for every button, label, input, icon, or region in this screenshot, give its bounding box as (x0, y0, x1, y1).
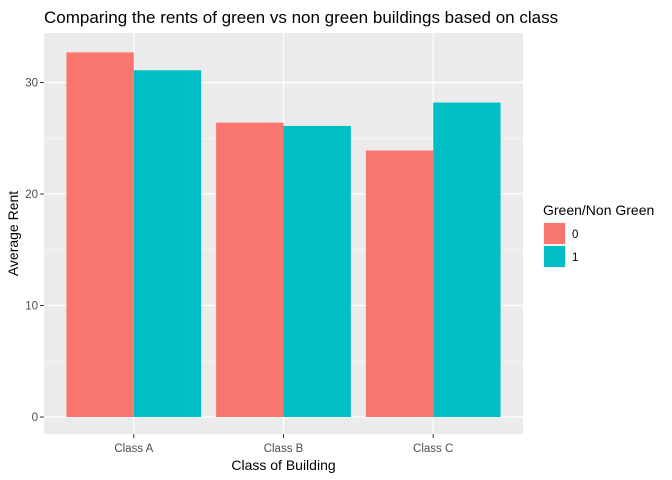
y-axis-title: Average Rent (5, 191, 21, 276)
legend-title: Green/Non Green (543, 202, 654, 218)
legend-swatch-0 (544, 223, 565, 244)
x-tick-label: Class B (264, 443, 304, 455)
chart-title: Comparing the rents of green vs non gree… (44, 8, 558, 27)
y-tick-label: 30 (25, 78, 38, 90)
y-tick-label: 20 (25, 189, 38, 201)
x-axis-ticks: Class A Class B Class C (114, 434, 453, 455)
legend-items: 01 (543, 222, 578, 268)
y-axis-ticks: 0 10 20 30 (25, 78, 44, 424)
bar-class-c-series-1 (433, 102, 501, 417)
bar-class-b-series-0 (216, 122, 284, 417)
bars (66, 52, 501, 418)
bar-class-b-series-1 (283, 125, 351, 418)
x-tick-label: Class C (413, 443, 453, 455)
x-tick-label: Class A (114, 443, 153, 455)
bar-class-a-series-0 (66, 52, 134, 418)
bar-class-c-series-0 (365, 150, 434, 417)
legend-swatch-1 (544, 246, 565, 267)
x-axis-title: Class of Building (231, 457, 335, 473)
y-tick-label: 0 (32, 412, 38, 424)
legend-label-0: 0 (572, 229, 578, 241)
y-tick-label: 10 (25, 301, 38, 313)
bar-class-a-series-1 (133, 70, 202, 418)
legend-label-1: 1 (572, 252, 578, 264)
legend: Green/Non Green 01 (543, 202, 654, 268)
